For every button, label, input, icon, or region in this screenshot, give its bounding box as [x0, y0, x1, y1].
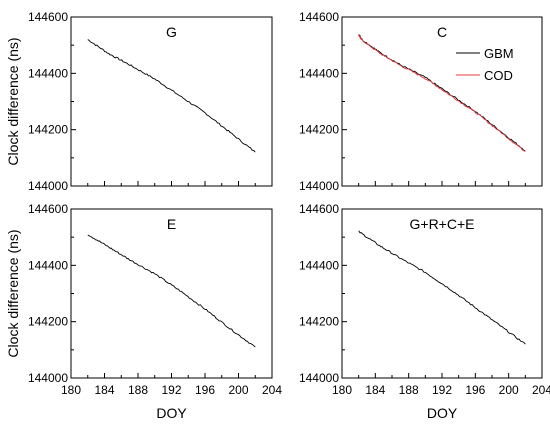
series-line-cod	[358, 34, 526, 153]
plot-frame	[70, 16, 273, 187]
x-tick-label: 204	[532, 383, 550, 397]
y-tick-label: 144600	[299, 202, 339, 216]
x-tick-label: 188	[128, 383, 148, 397]
y-axis-title: Clock difference (ns)	[5, 37, 21, 165]
panel-title: G+R+C+E	[410, 216, 475, 232]
y-tick-label: 144400	[28, 66, 68, 80]
x-axis-title: DOY	[156, 405, 187, 421]
x-tick-label: 200	[499, 383, 519, 397]
series-line-0	[87, 39, 256, 153]
plot-frame	[341, 208, 543, 379]
y-tick-label: 144000	[28, 371, 68, 385]
y-tick-label: 144600	[28, 10, 68, 24]
y-tick-label: 144200	[28, 315, 68, 329]
panel-3: 144000 144200 144400 144600 180 184 188 192 196 2…	[299, 202, 550, 421]
y-tick-label: 144400	[299, 258, 339, 272]
y-tick-label: 144600	[299, 10, 339, 24]
y-tick-label: 144400	[28, 258, 68, 272]
panel-2: 144000 144200 144400 144600 180 184 188 192 196 2…	[5, 202, 282, 421]
y-tick-label: 144000	[299, 371, 339, 385]
x-tick-label: 200	[228, 383, 248, 397]
x-tick-label: 184	[365, 383, 385, 397]
x-tick-label: 204	[262, 383, 282, 397]
x-tick-label: 184	[94, 383, 114, 397]
y-axis-title: Clock difference (ns)	[5, 229, 21, 357]
legend-label-cod: COD	[484, 68, 513, 83]
y-tick-label: 144000	[299, 179, 339, 193]
y-tick-label: 144600	[28, 202, 68, 216]
y-tick-label: 144200	[299, 315, 339, 329]
y-tick-label: 144200	[299, 123, 339, 137]
plot-frame	[70, 208, 273, 379]
series-line-0	[358, 230, 526, 345]
panel-title: E	[167, 216, 176, 232]
plot-frame	[341, 16, 543, 187]
panel-1: 144000 144200 144400 144600 C GBM COD	[299, 10, 543, 193]
y-tick-label: 144000	[28, 179, 68, 193]
x-tick-label: 180	[332, 383, 352, 397]
legend-label-gbm: GBM	[484, 46, 514, 61]
panel-title: G	[166, 24, 177, 40]
x-tick-label: 188	[399, 383, 419, 397]
x-tick-label: 196	[465, 383, 485, 397]
x-tick-label: 192	[432, 383, 452, 397]
panel-0: 144000 144200 144400 144600 G Clock differenc…	[5, 10, 273, 193]
y-tick-label: 144400	[299, 66, 339, 80]
panel-title: C	[437, 24, 447, 40]
x-tick-label: 192	[161, 383, 181, 397]
x-axis-title: DOY	[427, 405, 458, 421]
x-tick-label: 196	[195, 383, 215, 397]
x-tick-label: 180	[61, 383, 81, 397]
series-line-0	[87, 234, 256, 348]
y-tick-label: 144200	[28, 123, 68, 137]
